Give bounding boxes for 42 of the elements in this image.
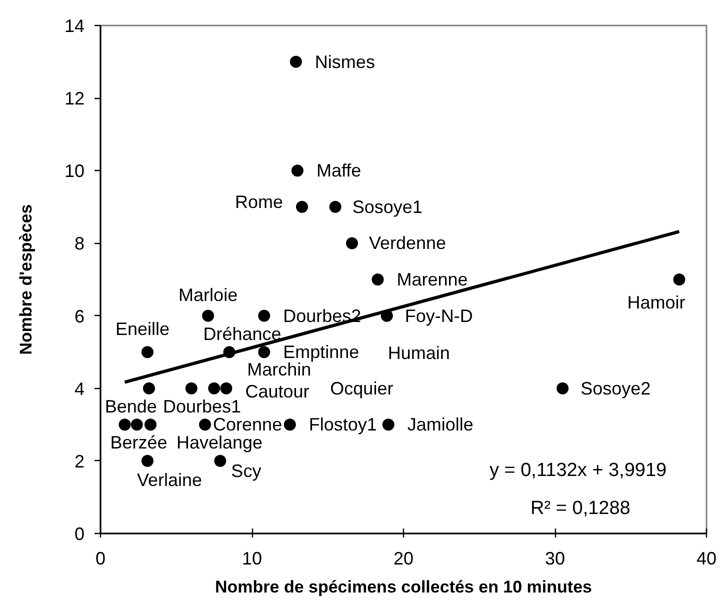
annotation: Rome bbox=[234, 192, 283, 212]
x-tick-label: 30 bbox=[544, 548, 566, 568]
annotation: Nismes bbox=[314, 52, 375, 72]
y-tick-label: 4 bbox=[74, 378, 85, 399]
annotation: Maffe bbox=[316, 160, 362, 181]
x-axis-title: Nombre de spécimens collectés en 10 minutes bbox=[215, 578, 592, 596]
y-tick-label: 6 bbox=[74, 306, 85, 326]
annotation: Bende bbox=[104, 396, 157, 417]
annotation: Dourbes1 bbox=[162, 396, 242, 416]
y-tick-label: 0 bbox=[74, 524, 85, 544]
annotation: Marenne bbox=[396, 270, 468, 290]
y-tick-label: 14 bbox=[64, 16, 85, 36]
annotation: Humain bbox=[388, 342, 450, 363]
x-tick-label: 40 bbox=[696, 548, 717, 568]
annotation: Flostoy1 bbox=[308, 414, 377, 435]
x-tick-label: 10 bbox=[242, 548, 262, 568]
y-tick-label: 2 bbox=[74, 451, 85, 472]
annotation: Sosoye1 bbox=[352, 196, 422, 217]
annotation: Hamoir bbox=[627, 292, 686, 312]
annotation: Marloie bbox=[178, 284, 238, 305]
y-tick-label: 10 bbox=[64, 161, 85, 182]
x-tick-label: 20 bbox=[393, 548, 414, 568]
annotation: Verdenne bbox=[368, 233, 446, 254]
annotation: Dourbes2 bbox=[283, 306, 362, 326]
y-tick-label: 12 bbox=[64, 88, 85, 109]
annotation: Verlaine bbox=[136, 470, 202, 490]
annotation: Eneille bbox=[115, 319, 170, 340]
y-tick-label: 8 bbox=[74, 234, 85, 254]
annotation: Foy-N-D bbox=[404, 306, 473, 326]
annotation: Corenne bbox=[213, 414, 282, 435]
annotation: Sosoye2 bbox=[580, 378, 651, 398]
annotation: Cautour bbox=[245, 381, 310, 402]
annotation: Scy bbox=[231, 460, 262, 481]
y-axis-title: Nombre d'espèces bbox=[16, 204, 36, 355]
x-tick-label: 0 bbox=[95, 548, 106, 568]
annotation: Havelange bbox=[176, 432, 263, 453]
annotation: R² = 0,1288 bbox=[530, 498, 630, 520]
annotation: Berzée bbox=[110, 432, 168, 453]
annotation: Ocquier bbox=[330, 378, 394, 399]
annotation: y = 0,1132x + 3,9919 bbox=[489, 460, 667, 482]
annotation: Jamiolle bbox=[407, 414, 474, 435]
annotation: Dréhance bbox=[203, 324, 282, 344]
